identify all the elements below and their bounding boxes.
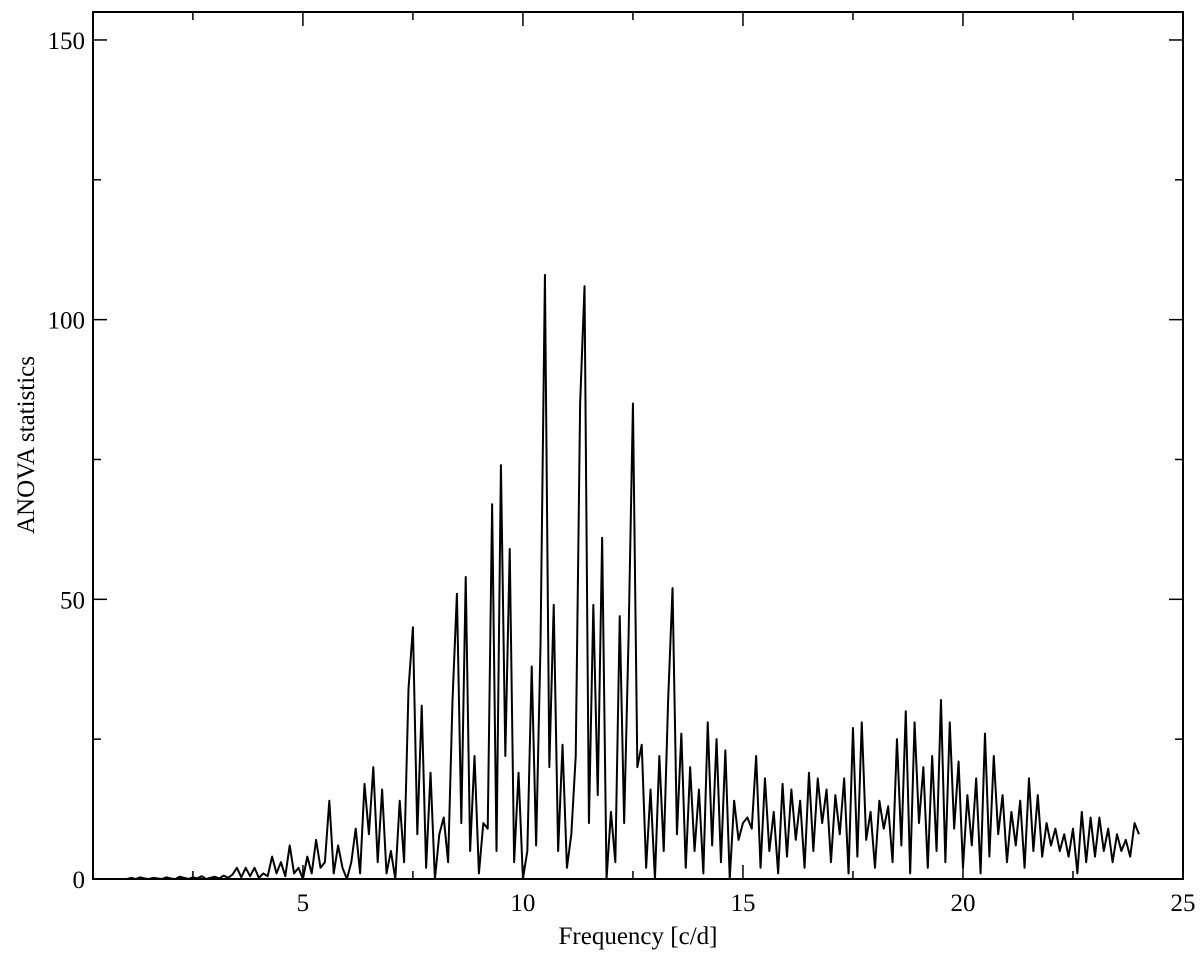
data-line [126, 273, 1140, 880]
x-tick-label: 5 [297, 890, 310, 917]
y-tick-label: 0 [73, 867, 86, 894]
x-tick-label: 25 [1171, 890, 1196, 917]
y-axis-label: ANOVA statistics [13, 356, 40, 534]
x-tick-label: 20 [950, 890, 975, 917]
x-axis-label: Frequency [c/d] [559, 923, 718, 950]
y-tick-label: 50 [60, 587, 85, 614]
y-tick-label: 150 [48, 28, 86, 55]
plot-frame [92, 11, 1184, 880]
x-tick-label: 10 [510, 890, 535, 917]
x-tick-label: 15 [730, 890, 755, 917]
y-tick-label: 100 [48, 308, 86, 335]
